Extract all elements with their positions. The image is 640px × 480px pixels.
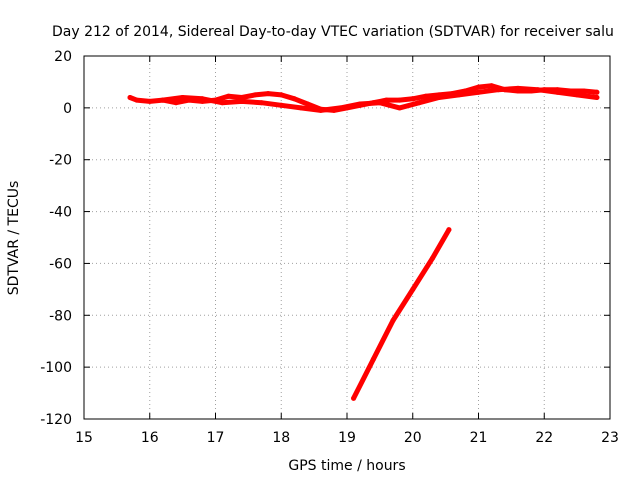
data-point (397, 97, 403, 103)
y-tick-label: -20 (49, 153, 72, 169)
y-tick-label: -80 (49, 308, 72, 324)
data-point (416, 100, 422, 106)
data-point (278, 92, 284, 98)
data-point (423, 93, 429, 99)
data-point (173, 100, 179, 106)
data-point (278, 102, 284, 108)
x-tick-label: 15 (75, 430, 93, 446)
tick-layer: 15 16 17 18 19 20 21 22 23 -120 -100 -80 -60 -40 -20 0 2… (40, 49, 619, 446)
data-point (410, 286, 416, 292)
data-point (436, 95, 442, 100)
data-point (594, 89, 600, 95)
y-tick-label: 20 (54, 49, 72, 65)
data-point (384, 97, 389, 103)
data-point (357, 101, 363, 107)
data-point (370, 356, 376, 362)
data-point (377, 100, 383, 106)
data-point (535, 87, 541, 93)
data-point (476, 89, 481, 95)
y-tick-label: -60 (49, 256, 72, 272)
data-point (265, 91, 271, 97)
data-point (554, 89, 560, 95)
data-point (390, 318, 396, 323)
data-point (252, 92, 258, 98)
data-point (147, 98, 153, 104)
x-tick-label: 18 (272, 430, 290, 446)
data-point (219, 100, 225, 106)
data-point (337, 105, 343, 111)
data-point (351, 395, 357, 401)
chart-title: Day 212 of 2014, Sidereal Day-to-day VTE… (52, 24, 614, 40)
series-layer (127, 83, 600, 401)
x-tick-label: 23 (601, 430, 619, 446)
data-point (594, 95, 600, 100)
x-tick-label: 16 (141, 430, 159, 446)
data-point (127, 95, 133, 100)
x-tick-label: 20 (404, 430, 422, 446)
data-point (581, 88, 587, 94)
data-point (430, 255, 435, 261)
data-point (397, 105, 403, 111)
x-axis-label: GPS time / hours (288, 458, 405, 474)
data-point (515, 85, 521, 91)
series-line-trace-c (351, 227, 452, 401)
data-point (160, 97, 166, 103)
data-point (476, 84, 481, 90)
data-point (199, 96, 205, 102)
data-point (239, 98, 245, 104)
y-axis-label: SDTVAR / TECUs (6, 181, 22, 296)
x-tick-label: 19 (338, 430, 356, 446)
data-point (305, 101, 310, 107)
data-point (456, 92, 462, 98)
data-point (180, 95, 186, 100)
y-tick-label: -120 (40, 412, 72, 428)
data-point (410, 96, 416, 102)
data-point (318, 107, 324, 113)
data-point (489, 83, 495, 89)
x-tick-label: 22 (535, 430, 553, 446)
data-point (574, 92, 580, 98)
grid-layer (84, 56, 610, 419)
data-point (259, 100, 264, 106)
x-tick-label: 17 (207, 430, 225, 446)
y-tick-label: 0 (63, 101, 72, 117)
y-tick-label: -40 (49, 205, 72, 221)
data-point (134, 97, 140, 103)
data-point (239, 95, 245, 100)
data-point (446, 227, 452, 233)
data-point (291, 96, 297, 102)
data-point (226, 93, 232, 99)
x-tick-label: 21 (470, 430, 488, 446)
data-point (495, 87, 501, 93)
data-point (298, 105, 304, 111)
y-tick-label: -100 (40, 360, 72, 376)
